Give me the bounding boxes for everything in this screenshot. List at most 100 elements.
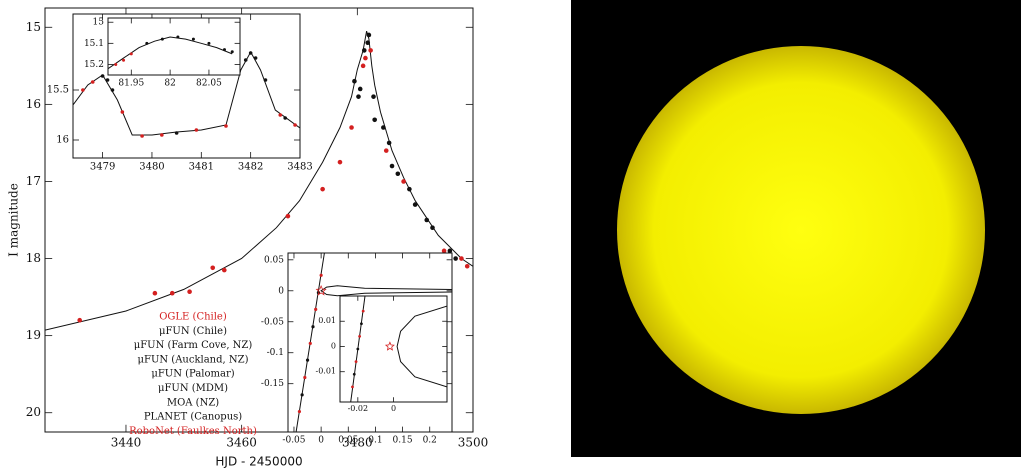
y-tick-label: 15.2 bbox=[84, 60, 104, 70]
legend-entry: μFUN (Auckland, NZ) bbox=[138, 354, 249, 365]
data-point bbox=[407, 186, 412, 192]
data-point bbox=[194, 128, 199, 132]
panel-frame bbox=[107, 17, 241, 76]
panel-frame bbox=[72, 13, 301, 159]
model-curve bbox=[320, 285, 452, 297]
data-point bbox=[424, 217, 430, 223]
legend-entry: μFUN (Farm Cove, NZ) bbox=[134, 340, 253, 351]
data-point bbox=[314, 307, 318, 311]
x-tick-label: -0.05 bbox=[282, 436, 305, 446]
data-point bbox=[114, 62, 118, 66]
data-point bbox=[253, 56, 258, 60]
plot-area bbox=[73, 50, 300, 138]
legend-entry: RoboNet (Faulkes North) bbox=[129, 426, 257, 437]
legend-entry: OGLE (Chile) bbox=[159, 312, 227, 323]
x-tick-label: 3483 bbox=[287, 162, 312, 173]
data-point bbox=[174, 131, 179, 135]
y-tick-label: 15.5 bbox=[47, 85, 69, 96]
data-point bbox=[352, 78, 357, 84]
data-point bbox=[361, 48, 367, 53]
panel-frame bbox=[287, 252, 453, 433]
data-point bbox=[305, 358, 310, 362]
data-point bbox=[81, 88, 85, 92]
data-point bbox=[243, 58, 248, 62]
panel-frame bbox=[339, 295, 448, 403]
data-point bbox=[401, 179, 406, 184]
data-point bbox=[352, 372, 356, 376]
data-point bbox=[120, 110, 125, 114]
y-tick-label: 0.01 bbox=[318, 316, 336, 325]
data-point bbox=[300, 393, 304, 397]
x-axis-label: HJD - 2450000 bbox=[215, 455, 302, 469]
data-point bbox=[412, 202, 418, 207]
legend-entry: PLANET (Canopus) bbox=[144, 412, 242, 423]
x-tick-label: 81.95 bbox=[118, 79, 144, 89]
x-tick-label: 3479 bbox=[90, 162, 115, 173]
x-tick-label: 3480 bbox=[139, 162, 164, 173]
plot-area bbox=[295, 253, 452, 432]
y-tick-label: 0 bbox=[278, 286, 284, 296]
data-point bbox=[176, 35, 180, 39]
plot-area bbox=[108, 35, 234, 70]
data-point bbox=[122, 58, 126, 62]
plot-area bbox=[350, 296, 447, 402]
data-point bbox=[371, 94, 376, 99]
sphere bbox=[617, 46, 985, 414]
x-tick-label: 0.2 bbox=[423, 436, 437, 446]
data-point bbox=[191, 37, 195, 41]
data-point bbox=[278, 113, 283, 117]
data-point bbox=[308, 341, 312, 346]
data-point bbox=[160, 37, 164, 41]
data-point bbox=[169, 290, 175, 296]
panel-frame bbox=[44, 7, 474, 433]
data-point bbox=[77, 317, 83, 323]
data-point bbox=[221, 267, 227, 273]
y-tick-label: 15 bbox=[26, 20, 41, 34]
x-tick-label: 3440 bbox=[111, 435, 142, 449]
model-curve bbox=[108, 36, 233, 70]
x-tick-label: 3500 bbox=[458, 435, 489, 449]
data-point bbox=[129, 52, 133, 56]
data-point bbox=[90, 80, 95, 84]
y-tick-label: 17 bbox=[26, 174, 41, 188]
y-tick-label: 0 bbox=[331, 341, 336, 350]
y-tick-label: -0.05 bbox=[261, 317, 284, 327]
data-point bbox=[441, 248, 447, 254]
y-tick-label: 18 bbox=[26, 251, 41, 265]
model-curve bbox=[396, 305, 447, 388]
x-tick-label: 3482 bbox=[238, 162, 263, 173]
data-point bbox=[356, 347, 360, 351]
data-point bbox=[356, 94, 361, 99]
data-point bbox=[311, 325, 315, 329]
x-tick-label: 0.15 bbox=[393, 436, 413, 446]
data-point bbox=[224, 124, 228, 128]
data-point bbox=[152, 290, 158, 296]
data-point bbox=[453, 256, 458, 261]
data-point bbox=[360, 63, 366, 69]
x-tick-label: 0 bbox=[318, 436, 324, 446]
data-point bbox=[248, 51, 253, 55]
data-point bbox=[360, 322, 363, 326]
data-point bbox=[358, 334, 362, 338]
data-point bbox=[100, 74, 105, 78]
data-point bbox=[354, 360, 358, 364]
y-tick-label: -0.15 bbox=[261, 379, 284, 389]
data-point bbox=[263, 78, 268, 82]
y-tick-label: 20 bbox=[26, 405, 41, 419]
data-point bbox=[368, 48, 373, 53]
data-point bbox=[386, 140, 392, 146]
data-point bbox=[361, 309, 365, 313]
data-point bbox=[207, 41, 211, 45]
y-tick-label: 0.05 bbox=[264, 255, 284, 265]
source-star bbox=[384, 341, 395, 351]
x-tick-label: 0.1 bbox=[368, 436, 382, 446]
panel-background bbox=[340, 296, 447, 402]
x-tick-label: 3460 bbox=[226, 435, 257, 449]
data-point bbox=[303, 375, 307, 380]
data-point bbox=[222, 48, 226, 52]
data-point bbox=[363, 55, 368, 61]
data-point bbox=[105, 78, 110, 82]
x-tick-label: 3481 bbox=[189, 162, 214, 173]
data-point bbox=[320, 186, 325, 192]
